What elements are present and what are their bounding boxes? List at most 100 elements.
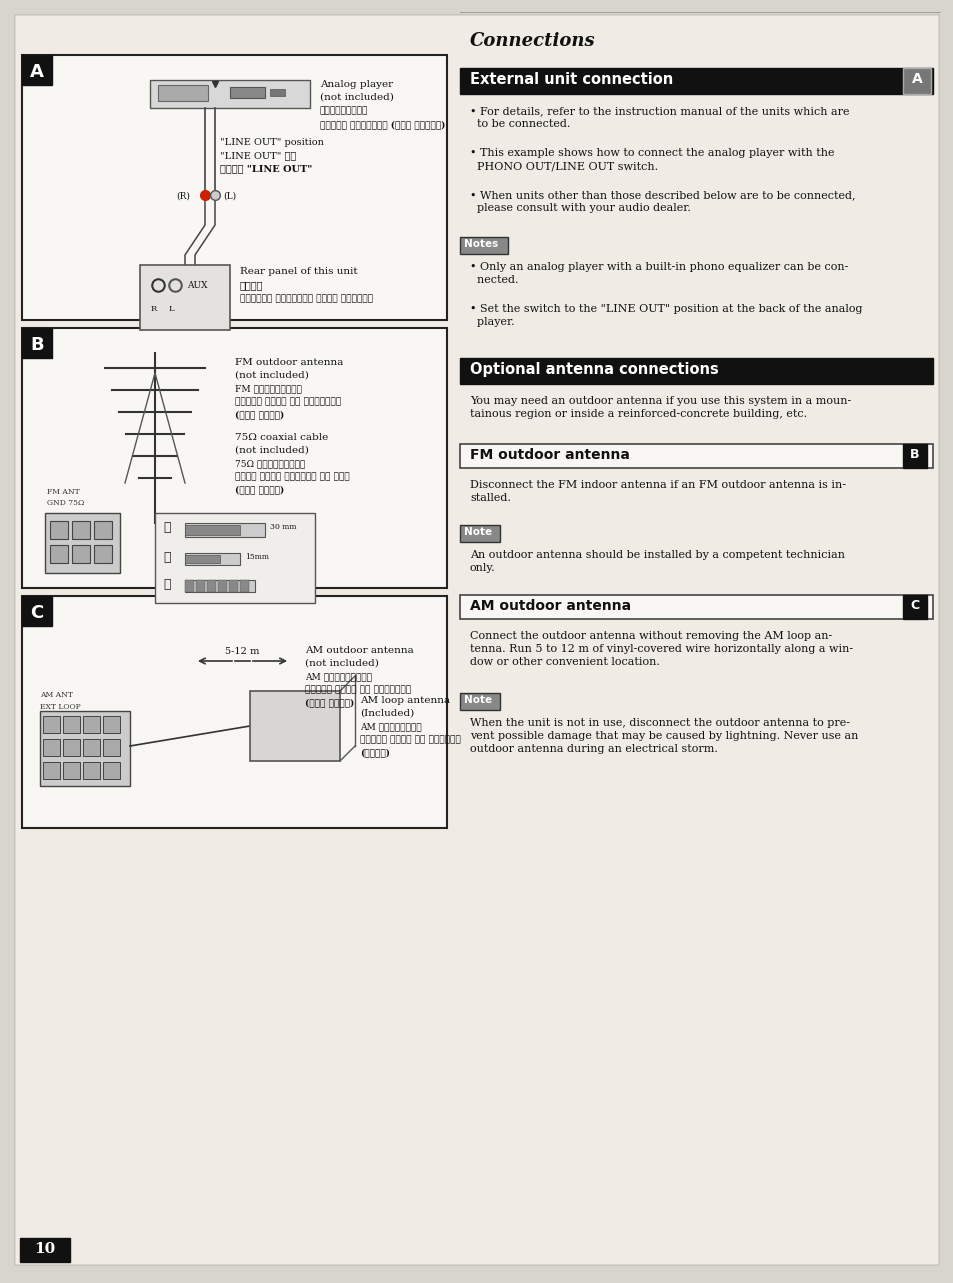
Text: FM ANT: FM ANT (47, 488, 80, 497)
Bar (185, 553, 240, 565)
Bar (71, 521, 90, 539)
Bar (459, 595, 932, 618)
Bar (185, 525, 240, 535)
Text: AM outdoor antenna: AM outdoor antenna (470, 599, 631, 613)
Bar (22, 328, 447, 588)
Bar (250, 692, 339, 761)
Text: EXT LOOP: EXT LOOP (40, 703, 81, 711)
Bar (50, 521, 68, 539)
Text: FM outdoor antenna: FM outdoor antenna (234, 358, 343, 367)
Text: كابل متحد المحور ٧٥ أوم: كابل متحد المحور ٧٥ أوم (234, 472, 349, 481)
Bar (22, 55, 52, 85)
Text: ②: ② (163, 550, 171, 565)
Bar (218, 580, 227, 591)
Text: AM loop antenna: AM loop antenna (359, 695, 450, 704)
Bar (459, 237, 507, 254)
Bar (195, 580, 205, 591)
Bar (43, 739, 60, 756)
Text: 10: 10 (34, 1242, 55, 1256)
Text: ①: ① (163, 521, 171, 534)
Text: External unit connection: External unit connection (470, 72, 673, 87)
Bar (459, 358, 932, 384)
Text: ③: ③ (163, 579, 171, 591)
Bar (22, 328, 52, 358)
Text: • This example shows how to connect the analog player with the
  PHONO OUT/LINE : • This example shows how to connect the … (470, 148, 834, 171)
Text: R: R (151, 305, 157, 313)
Bar (63, 716, 80, 733)
Bar (83, 716, 100, 733)
Text: AM ANT: AM ANT (40, 692, 73, 699)
Text: (غير مرفق): (غير مرفق) (234, 411, 284, 420)
Text: "LINE OUT" position: "LINE OUT" position (220, 139, 323, 148)
Text: • Set the switch to the "LINE OUT" position at the back of the analog
  player.: • Set the switch to the "LINE OUT" posit… (470, 304, 862, 327)
Bar (459, 444, 932, 468)
Text: (غير مرفق): (غير مرفق) (305, 698, 354, 707)
Bar (158, 85, 208, 101)
Text: AM outdoor antenna: AM outdoor antenna (305, 647, 414, 656)
Bar (207, 580, 215, 591)
Bar (185, 580, 193, 591)
Bar (22, 55, 447, 319)
Text: Note: Note (463, 695, 492, 704)
Text: AUX: AUX (187, 281, 208, 290)
Text: (not included): (not included) (305, 659, 378, 668)
Text: (not included): (not included) (234, 446, 309, 455)
Bar (902, 68, 930, 94)
Text: • For details, refer to the instruction manual of the units which are
  to be co: • For details, refer to the instruction … (470, 106, 848, 130)
Text: An outdoor antenna should be installed by a competent technician
only.: An outdoor antenna should be installed b… (470, 550, 844, 574)
Text: هوائي الآف آم الخارجي: هوائي الآف آم الخارجي (234, 396, 341, 405)
Text: C: C (30, 604, 44, 622)
Text: 15mm: 15mm (245, 553, 269, 561)
Text: (not included): (not included) (234, 371, 309, 380)
Text: A: A (30, 63, 44, 81)
Bar (94, 521, 112, 539)
Text: (R): (R) (176, 192, 190, 201)
Bar (185, 580, 254, 591)
Bar (40, 711, 130, 786)
Bar (270, 89, 285, 96)
Bar (94, 545, 112, 563)
Text: 本機後板: 本機後板 (240, 281, 263, 290)
Bar (71, 545, 90, 563)
Bar (240, 580, 249, 591)
Text: You may need an outdoor antenna if you use this system in a moun-
tainous region: You may need an outdoor antenna if you u… (470, 396, 850, 420)
Text: "LINE OUT" 位置: "LINE OUT" 位置 (220, 151, 296, 160)
Bar (20, 1238, 70, 1262)
Text: هوائي الآي آم الحلقي: هوائي الآي آم الحلقي (359, 735, 460, 744)
Bar (83, 762, 100, 779)
Bar (63, 762, 80, 779)
Bar (22, 597, 52, 626)
Text: GND 75Ω: GND 75Ω (47, 499, 84, 507)
Text: • When units other than those described below are to be connected,
  please cons: • When units other than those described … (470, 190, 855, 213)
Bar (63, 739, 80, 756)
Bar (103, 762, 120, 779)
Text: Disconnect the FM indoor antenna if an FM outdoor antenna is in-
stalled.: Disconnect the FM indoor antenna if an F… (470, 480, 845, 503)
Text: FM outdoor antenna: FM outdoor antenna (470, 448, 629, 462)
Text: موضع "LINE OUT": موضع "LINE OUT" (220, 164, 312, 173)
Bar (103, 716, 120, 733)
Bar (902, 595, 926, 618)
Text: FM 室外天線（非附件）: FM 室外天線（非附件） (234, 384, 301, 393)
Text: Analog player: Analog player (319, 80, 393, 89)
Text: (مرفق): (مرفق) (359, 748, 390, 757)
Text: (غير مرفق): (غير مرفق) (234, 485, 284, 494)
Bar (43, 762, 60, 779)
Text: L: L (168, 305, 173, 313)
Bar (459, 525, 499, 541)
Text: 75Ω coaxial cable: 75Ω coaxial cable (234, 432, 328, 443)
Text: Notes: Notes (463, 239, 497, 249)
Text: B: B (909, 448, 919, 461)
Bar (902, 444, 926, 468)
Bar (22, 597, 447, 828)
Bar (185, 556, 220, 563)
Text: AM 室外天線（非附件）: AM 室外天線（非附件） (305, 672, 372, 681)
Bar (185, 523, 265, 538)
Text: Note: Note (463, 527, 492, 538)
Text: Rear panel of this unit: Rear panel of this unit (240, 267, 357, 276)
Text: B: B (30, 336, 44, 354)
Text: (not included): (not included) (319, 92, 394, 103)
Bar (229, 580, 237, 591)
Text: AM 環狀天線（附件）: AM 環狀天線（附件） (359, 722, 421, 731)
Text: 模拟唱机（非附件）: 模拟唱机（非附件） (319, 106, 368, 115)
Text: اللوحة الخلفية لهذا الجهاز: اللوحة الخلفية لهذا الجهاز (240, 294, 373, 303)
